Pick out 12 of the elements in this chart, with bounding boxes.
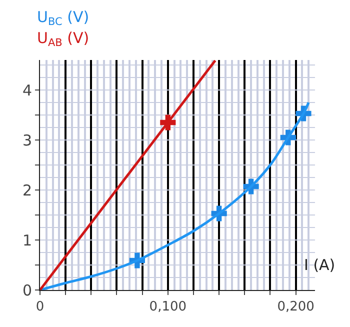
y-tick-label: 0 [22, 281, 32, 300]
x-axis-title: I (A) [304, 256, 336, 274]
text: U$_{BC}$ (V) [37, 8, 90, 28]
y-tick-label: 4 [22, 81, 32, 100]
text: U$_{AB}$ (V) [37, 29, 90, 50]
y-tick-label: 3 [22, 131, 32, 150]
y-tick-label: 1 [22, 231, 32, 250]
x-tick-label: 0,100 [149, 300, 187, 315]
x-tick-label: 0 [36, 300, 44, 315]
x-tick-label: 0,200 [277, 300, 314, 315]
y-tick-label: 2 [22, 181, 32, 200]
line-series [40, 101, 310, 290]
